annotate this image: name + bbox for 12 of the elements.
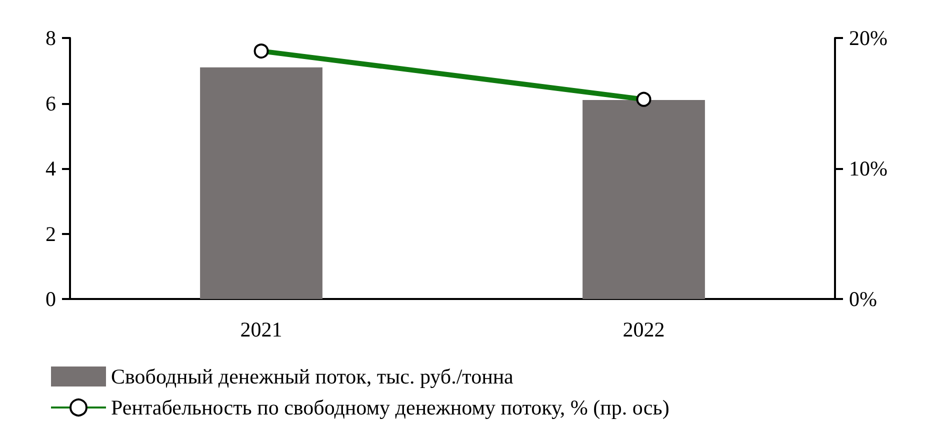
y-tick-label: 6 <box>46 91 56 116</box>
y2-tick-label: 0% <box>849 287 877 311</box>
y-tick-label: 0 <box>46 287 56 311</box>
y-tick-label: 2 <box>46 222 56 246</box>
y-tick-label: 4 <box>46 156 56 180</box>
legend-label: Свободный денежный поток, тыс. руб./тонна <box>111 364 514 388</box>
y-tick-label: 8 <box>46 26 56 50</box>
y2-tick-label: 10% <box>849 156 888 180</box>
legend-label: Рентабельность по свободному денежному потоку, % (пр. ось) <box>111 396 670 420</box>
x-tick-label: 2021 <box>240 318 282 342</box>
x-tick-label: 2022 <box>622 318 665 342</box>
y2-tick-label: 20% <box>849 26 888 50</box>
